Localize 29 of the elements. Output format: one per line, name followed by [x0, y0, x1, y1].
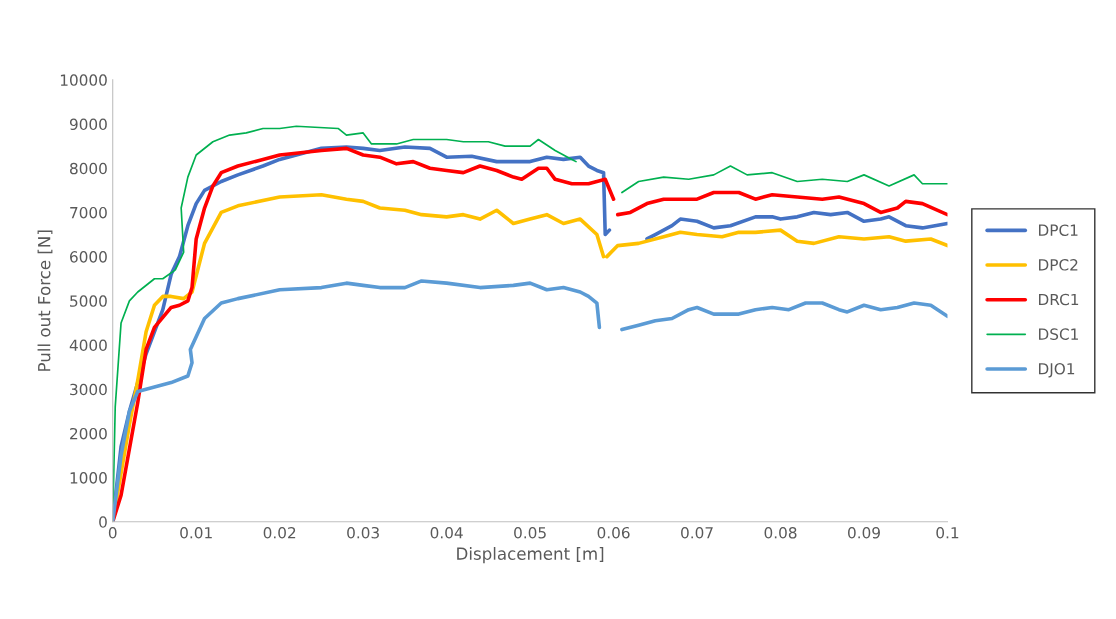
y-tick-label: 10000 [60, 74, 107, 86]
legend-label: DSC1 [1039, 328, 1078, 340]
y-tick-label: 3000 [70, 383, 107, 396]
y-tick-label: 9000 [69, 118, 107, 131]
y-tick-label: 0 [99, 516, 107, 528]
x-tick-label: 0.03 [347, 526, 379, 539]
x-tick-label: 0.04 [430, 526, 463, 539]
y-axis-title: Pull out Force [N] [37, 230, 53, 371]
x-axis-title: Displacement [m] [457, 547, 604, 564]
x-tick-label: 0.02 [263, 526, 296, 539]
x-tick-label: 0.1 [936, 526, 959, 539]
x-tick-label: 0.09 [848, 526, 880, 539]
y-tick-label: 6000 [70, 251, 107, 263]
y-tick-label: 7000 [70, 206, 107, 219]
y-tick-label: 1000 [70, 472, 107, 484]
y-tick-label: 4000 [69, 339, 107, 352]
legend-label: DJO1 [1039, 363, 1075, 378]
legend-label: DRC1 [1039, 293, 1079, 306]
x-tick-label: 0.01 [180, 526, 212, 539]
legend-label: DPC2 [1039, 259, 1078, 271]
y-tick-label: 8000 [70, 162, 107, 175]
y-tick-label: 2000 [70, 427, 107, 440]
x-tick-label: 0.06 [597, 526, 630, 539]
y-tick-label: 5000 [70, 295, 107, 307]
legend-label: DPC1 [1039, 224, 1078, 236]
x-tick-label: 0 [108, 526, 117, 539]
x-tick-label: 0.07 [681, 526, 713, 539]
x-tick-label: 0.08 [764, 526, 797, 539]
x-tick-label: 0.05 [514, 526, 546, 539]
